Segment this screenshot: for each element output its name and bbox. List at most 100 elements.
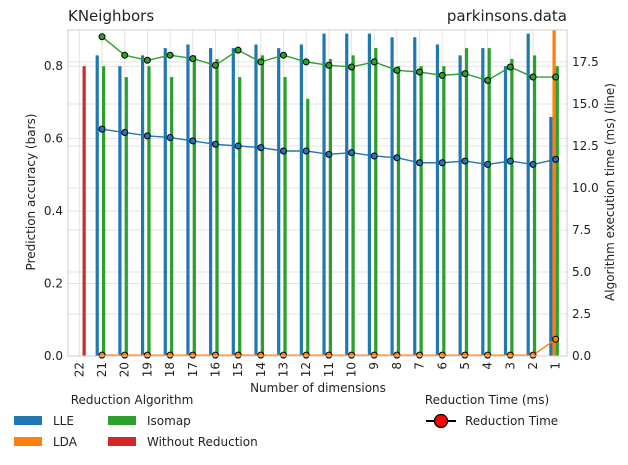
x-tick-label: 20 <box>118 362 132 377</box>
y-tick-label-right: 7.5 <box>572 223 591 237</box>
legend-title-reduction-time: Reduction Time (ms) <box>425 393 549 407</box>
point-lda <box>302 351 310 359</box>
legend-swatch-lda <box>14 437 42 446</box>
point-lda <box>189 351 197 359</box>
bar-isomap <box>487 48 491 356</box>
x-tick-label: 22 <box>72 362 86 377</box>
point-lle <box>143 132 151 140</box>
legend-reduction-time: Reduction Time (ms) Reduction Time <box>425 393 558 429</box>
point-isomap <box>166 51 174 59</box>
point-lle <box>302 147 310 155</box>
point-lle <box>211 140 219 148</box>
point-lle <box>484 160 492 168</box>
legend-swatch-isomap <box>108 416 136 425</box>
bar-lle <box>254 44 258 356</box>
legend-label-reduction-time: Reduction Time <box>465 414 558 428</box>
point-lda <box>370 351 378 359</box>
point-lda <box>416 351 424 359</box>
bar-lle <box>367 33 372 356</box>
bar-isomap <box>170 77 174 356</box>
bar-lle <box>299 44 303 356</box>
point-lda <box>461 351 469 359</box>
point-isomap <box>234 46 242 54</box>
point-lle <box>257 144 265 152</box>
bar-lle <box>435 44 440 356</box>
tick-layer: 0.0 0.2 0.4 0.6 0.8 0.0 2.5 5.0 7.5 10.0 12.5 15.0 1… <box>44 55 599 377</box>
bar-lle <box>549 116 553 356</box>
x-tick-label: 9 <box>367 362 381 370</box>
x-tick-label: 3 <box>503 362 517 370</box>
point-isomap <box>279 51 287 59</box>
point-lle <box>98 125 106 133</box>
point-lle <box>393 154 401 162</box>
point-lda <box>143 351 151 359</box>
legend-label-lle: LLE <box>53 414 74 428</box>
point-lle <box>461 157 469 165</box>
point-isomap <box>529 73 537 81</box>
point-isomap <box>416 68 424 76</box>
bar-isomap <box>260 55 264 356</box>
point-lle <box>189 137 197 145</box>
point-lda <box>438 351 446 359</box>
point-lle <box>552 155 560 163</box>
point-lda <box>234 351 242 359</box>
point-isomap <box>393 66 401 74</box>
y-tick-label-left: 0.6 <box>44 132 63 146</box>
x-tick-label: 13 <box>276 362 290 377</box>
point-isomap <box>257 58 265 66</box>
point-lda <box>121 351 129 359</box>
x-tick-label: 14 <box>254 362 268 377</box>
legend-label-lda: LDA <box>53 435 78 449</box>
x-tick-label: 21 <box>95 362 109 377</box>
x-tick-label: 2 <box>526 362 540 370</box>
point-lda <box>348 351 356 359</box>
x-tick-label: 5 <box>458 362 472 370</box>
y-tick-label-left: 0.8 <box>44 59 63 73</box>
x-tick-label: 4 <box>481 362 495 370</box>
bar-isomap <box>328 58 333 356</box>
bar-isomap <box>215 58 219 356</box>
chart-title-right: parkinsons.data <box>447 7 567 25</box>
bar-lle <box>140 55 145 356</box>
y-tick-label-right: 0.0 <box>572 349 591 363</box>
bar-lle <box>95 55 99 356</box>
bar-isomap <box>442 66 446 356</box>
bar-lle <box>413 37 417 356</box>
bar-isomap <box>238 77 242 356</box>
x-tick-label: 7 <box>413 362 427 370</box>
bar-layer <box>82 30 559 357</box>
bar-isomap <box>192 55 196 356</box>
bar-isomap <box>396 66 401 356</box>
point-isomap <box>348 63 356 71</box>
point-lda <box>484 351 492 359</box>
bar-isomap <box>306 98 310 357</box>
bar-without-reduction <box>82 66 86 356</box>
point-lda <box>166 351 174 359</box>
x-tick-label: 12 <box>299 362 313 377</box>
bar-lda <box>552 30 556 356</box>
point-lda <box>98 351 106 359</box>
bar-lle <box>231 48 235 356</box>
point-lda <box>257 351 265 359</box>
x-tick-label: 18 <box>163 362 177 377</box>
y-tick-label-right: 15.0 <box>572 97 599 111</box>
bar-lle <box>186 44 190 356</box>
bar-isomap <box>419 66 423 356</box>
bar-isomap <box>532 55 537 356</box>
point-isomap <box>484 76 492 84</box>
bar-lle <box>458 55 462 356</box>
x-tick-label: 16 <box>208 362 222 377</box>
point-lda <box>279 351 287 359</box>
bar-isomap <box>464 48 469 356</box>
y-tick-label-right: 12.5 <box>572 139 599 153</box>
legend-swatch-without-reduction <box>108 437 136 446</box>
y-axis-label-right: Algorithm execution time (ms) (line) <box>603 83 617 301</box>
x-tick-label: 1 <box>549 362 563 370</box>
point-lle <box>325 150 333 158</box>
bar-isomap <box>102 66 106 356</box>
legend-title-algorithm: Reduction Algorithm <box>71 393 194 407</box>
bar-isomap <box>124 77 128 356</box>
point-isomap <box>121 51 129 59</box>
y-tick-label-left: 0.2 <box>44 277 63 291</box>
